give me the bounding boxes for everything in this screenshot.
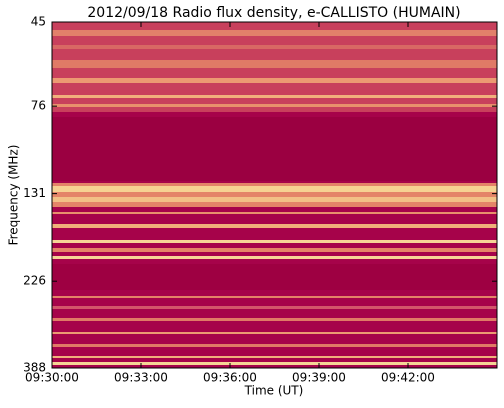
chart-title: 2012/09/18 Radio flux density, e-CALLIST… xyxy=(87,5,460,21)
y-axis-label: Frequency (MHz) xyxy=(7,145,21,246)
spectrogram-image xyxy=(52,22,497,368)
y-tick-label: 226 xyxy=(23,274,46,288)
y-tick-label: 388 xyxy=(23,361,46,375)
x-tick-label: 09:42:00 xyxy=(381,371,435,385)
y-tick-label: 131 xyxy=(23,186,46,200)
x-tick-label: 09:33:00 xyxy=(114,371,168,385)
y-tick-label: 45 xyxy=(31,15,46,29)
x-tick-label: 09:39:00 xyxy=(292,371,346,385)
x-tick-label: 09:30:00 xyxy=(25,371,79,385)
x-tick-label: 09:36:00 xyxy=(203,371,257,385)
x-axis-label: Time (UT) xyxy=(244,384,304,398)
y-tick-label: 76 xyxy=(31,99,46,113)
plot-frame xyxy=(51,21,498,369)
